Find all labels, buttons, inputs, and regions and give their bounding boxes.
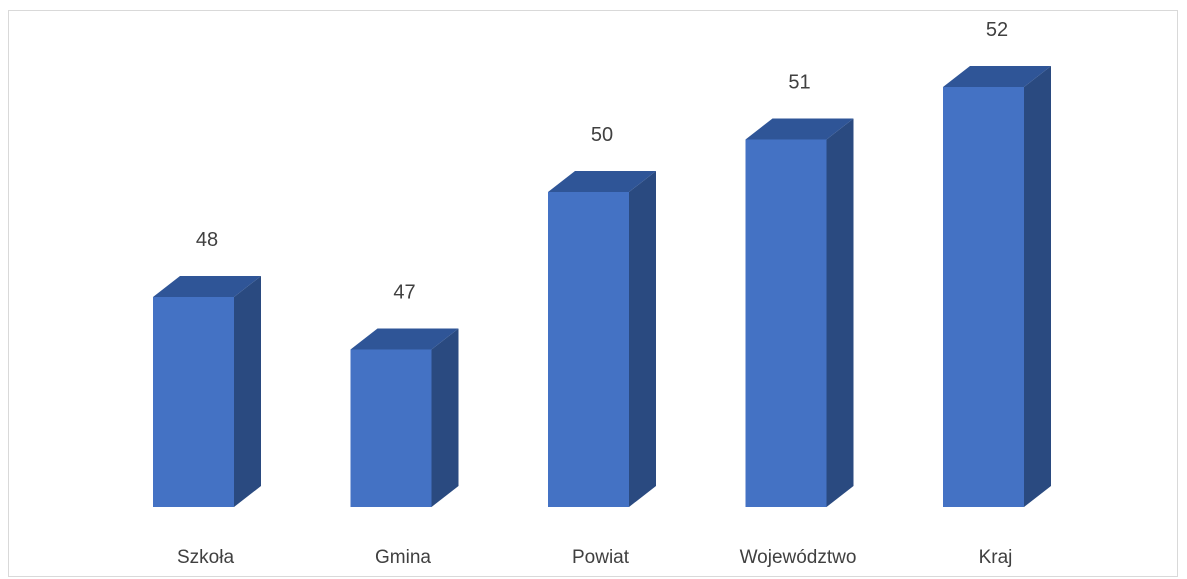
bar-side [431, 328, 459, 507]
bar [745, 139, 827, 507]
data-label: 52 [986, 19, 1008, 41]
bar-top [548, 171, 656, 192]
bar-side [826, 118, 854, 507]
category-label: Powiat [572, 547, 630, 568]
data-label: 50 [591, 124, 613, 146]
bar [153, 297, 234, 507]
category-label: Województwo [740, 547, 857, 568]
category-label: Szkoła [177, 547, 234, 568]
data-label: 47 [393, 282, 415, 304]
bar-top [350, 328, 459, 350]
bar [943, 87, 1024, 507]
bar [548, 192, 629, 507]
category-label: Gmina [375, 547, 431, 568]
bar-top [153, 276, 261, 297]
category-label: Kraj [979, 547, 1013, 568]
bar-side [234, 276, 261, 507]
bar-side [1024, 66, 1051, 507]
data-label: 51 [788, 72, 810, 94]
bar-side [629, 171, 656, 507]
bar-top [943, 66, 1051, 87]
bar-top [745, 118, 854, 140]
data-label: 48 [196, 229, 218, 251]
bar [350, 349, 432, 507]
